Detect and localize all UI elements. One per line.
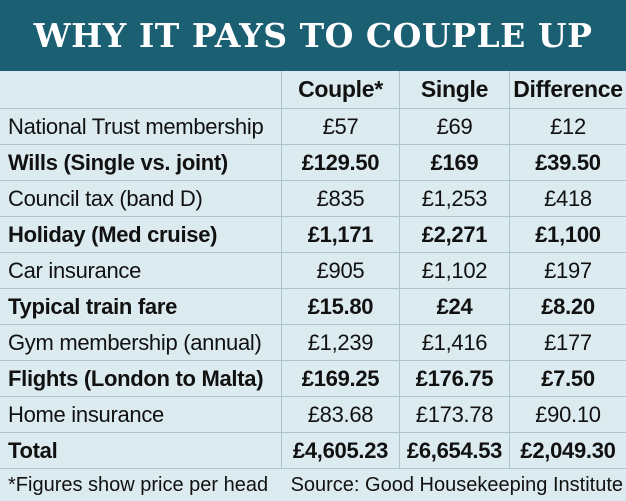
couple-value: £905 <box>281 253 399 288</box>
difference-value: £177 <box>509 325 626 360</box>
single-value: £6,654.53 <box>399 433 509 468</box>
row-label: Wills (Single vs. joint) <box>8 149 228 175</box>
row-label: Typical train fare <box>8 293 178 319</box>
row-label: Flights (London to Malta) <box>8 365 264 391</box>
difference-value: £8.20 <box>509 289 626 324</box>
table-row: Typical train fare £15.80 £24 £8.20 <box>0 289 626 325</box>
couple-value: £4,605.23 <box>281 433 399 468</box>
row-label: Council tax (band D) <box>8 185 203 211</box>
couple-value: £57 <box>281 109 399 144</box>
table-header-row: Couple* Single Difference <box>0 71 626 109</box>
single-value: £69 <box>399 109 509 144</box>
couple-value: £83.68 <box>281 397 399 432</box>
table-row: Holiday (Med cruise) £1,171 £2,271 £1,100 <box>0 217 626 253</box>
couple-value: £169.25 <box>281 361 399 396</box>
comparison-table: Couple* Single Difference National Trust… <box>0 71 626 469</box>
single-value: £1,416 <box>399 325 509 360</box>
single-value: £1,102 <box>399 253 509 288</box>
footnote: *Figures show price per head Source: Goo… <box>8 471 623 499</box>
table-row: Wills (Single vs. joint) £129.50 £169 £39.5… <box>0 145 626 181</box>
table-row: Gym membership (annual) £1,239 £1,416 £177 <box>0 325 626 361</box>
row-label: Total <box>8 437 58 463</box>
page-title: WHY IT PAYS TO COUPLE UP <box>33 16 593 55</box>
row-label: Car insurance <box>8 257 142 283</box>
couple-value: £1,171 <box>281 217 399 252</box>
single-value: £2,271 <box>399 217 509 252</box>
header-couple: Couple* <box>281 71 399 108</box>
footnote-source: Source: Good Housekeeping Institute <box>290 473 623 496</box>
difference-value: £7.50 <box>509 361 626 396</box>
table-row: Total £4,605.23 £6,654.53 £2,049.30 <box>0 433 626 469</box>
title-banner: WHY IT PAYS TO COUPLE UP <box>0 0 626 71</box>
difference-value: £2,049.30 <box>509 433 626 468</box>
couple-value: £835 <box>281 181 399 216</box>
table-row: Flights (London to Malta) £169.25 £176.75 £… <box>0 361 626 397</box>
single-value: £173.78 <box>399 397 509 432</box>
row-label: Gym membership (annual) <box>8 329 262 355</box>
couple-value: £1,239 <box>281 325 399 360</box>
header-single: Single <box>399 71 509 108</box>
table-row: Car insurance £905 £1,102 £197 <box>0 253 626 289</box>
header-empty-cell <box>0 71 281 108</box>
footnote-note: *Figures show price per head <box>8 473 269 496</box>
difference-value: £418 <box>509 181 626 216</box>
table-row: Home insurance £83.68 £173.78 £90.10 <box>0 397 626 433</box>
difference-value: £90.10 <box>509 397 626 432</box>
table-body: National Trust membership £57 £69 £12 Wills … <box>0 109 626 469</box>
single-value: £24 <box>399 289 509 324</box>
difference-value: £197 <box>509 253 626 288</box>
single-value: £169 <box>399 145 509 180</box>
table-row: National Trust membership £57 £69 £12 <box>0 109 626 145</box>
difference-value: £1,100 <box>509 217 626 252</box>
difference-value: £39.50 <box>509 145 626 180</box>
header-difference: Difference <box>509 71 626 108</box>
couple-value: £15.80 <box>281 289 399 324</box>
row-label: Holiday (Med cruise) <box>8 221 218 247</box>
difference-value: £12 <box>509 109 626 144</box>
single-value: £176.75 <box>399 361 509 396</box>
single-value: £1,253 <box>399 181 509 216</box>
couple-value: £129.50 <box>281 145 399 180</box>
row-label: National Trust membership <box>8 113 264 139</box>
row-label: Home insurance <box>8 401 164 427</box>
table-row: Council tax (band D) £835 £1,253 £418 <box>0 181 626 217</box>
